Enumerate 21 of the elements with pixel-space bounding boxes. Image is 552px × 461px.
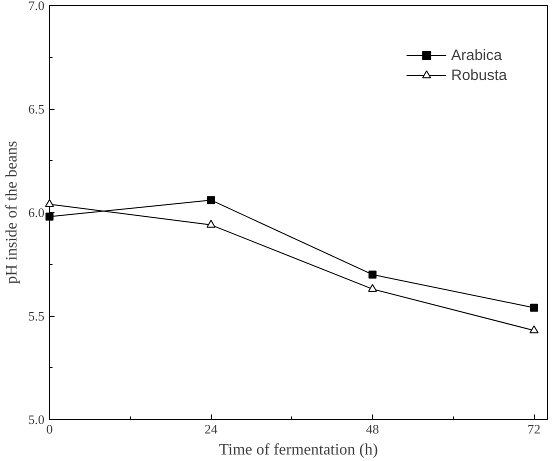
- point: [46, 212, 54, 221]
- x-axis-title: Time of fermentation (h): [219, 442, 378, 458]
- y-axis-title: pH inside of the beans: [3, 140, 20, 284]
- point: [368, 270, 377, 279]
- x-tick-label: 48: [366, 422, 380, 436]
- point: [45, 199, 54, 208]
- y-tick-label: 6.0: [28, 205, 44, 220]
- point: [207, 196, 216, 204]
- legend-label: Arabica: [451, 46, 502, 64]
- point: [530, 304, 538, 312]
- x-tick-label: 72: [528, 422, 541, 436]
- y-tick-label: 5.5: [28, 308, 44, 324]
- x-tick-label: 24: [204, 422, 218, 436]
- y-tick-label: 7.0: [28, 0, 44, 13]
- point: [368, 284, 378, 292]
- x-tick-label: 0: [46, 422, 53, 436]
- y-tick-label: 5.0: [28, 412, 44, 427]
- y-tick-label: 6.5: [28, 102, 44, 116]
- legend-label: Robusta: [451, 66, 507, 84]
- point: [530, 325, 539, 334]
- point: [206, 220, 216, 228]
